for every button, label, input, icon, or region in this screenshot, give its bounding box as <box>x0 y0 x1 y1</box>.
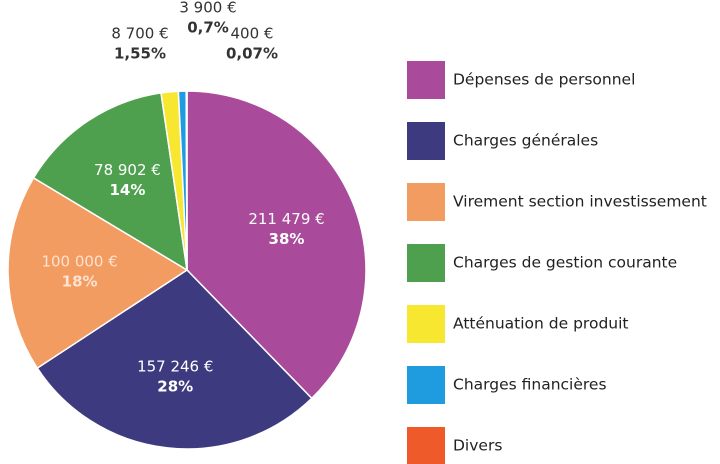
legend-swatch <box>407 305 445 343</box>
pie-slice <box>36 269 313 450</box>
value-label: 400 € <box>231 25 274 43</box>
value-label: 3 900 € <box>179 0 236 17</box>
pie-slice <box>7 176 189 370</box>
percent-label: 18% <box>62 273 98 291</box>
legend-label: Dépenses de personnel <box>453 71 635 89</box>
value-label: 78 902 € <box>94 161 161 179</box>
pie-slice <box>185 90 188 271</box>
legend-label: Divers <box>453 437 502 455</box>
pie-slice <box>32 92 188 272</box>
percent-label: 1,55% <box>114 45 166 63</box>
legend-swatch <box>407 122 445 160</box>
pie-slice <box>186 90 367 400</box>
percent-label: 28% <box>157 377 193 395</box>
legend-swatch <box>407 427 445 464</box>
percent-label: 14% <box>109 181 145 199</box>
legend-swatch <box>407 61 445 99</box>
legend-label: Charges financières <box>453 376 607 394</box>
legend-label: Charges de gestion courante <box>453 254 677 272</box>
percent-label: 38% <box>269 230 305 248</box>
legend-label: Atténuation de produit <box>453 315 629 333</box>
value-label: 100 000 € <box>41 253 117 271</box>
value-label: 157 246 € <box>137 357 213 375</box>
value-label: 8 700 € <box>111 25 168 43</box>
value-label: 211 479 € <box>248 210 324 228</box>
percent-label: 0,07% <box>226 45 278 63</box>
legend-swatch <box>407 183 445 221</box>
legend-label: Virement section investissement <box>453 193 707 211</box>
legend-label: Charges générales <box>453 132 598 150</box>
percent-label: 0,7% <box>187 19 229 37</box>
legend-swatch <box>407 244 445 282</box>
legend-swatch <box>407 366 445 404</box>
